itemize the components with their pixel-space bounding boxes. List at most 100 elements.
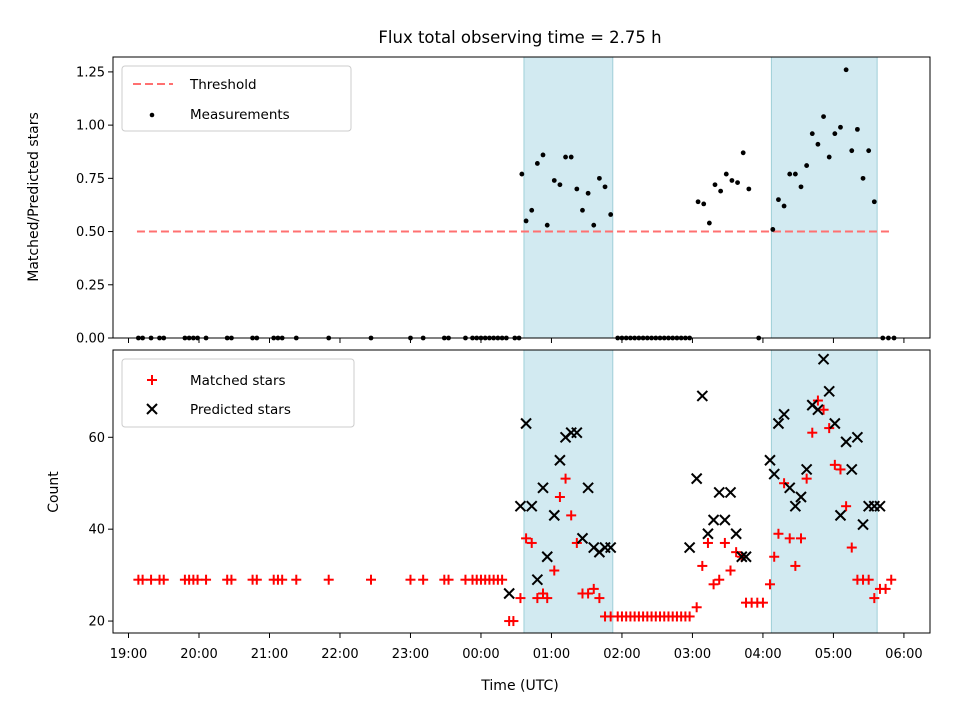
measurement-point [580,207,585,213]
matched-point [757,597,768,608]
matched-point [158,574,169,585]
bottom-legend: Matched stars Predicted stars [121,358,355,428]
bottom-x-tick-label: 22:00 [321,647,358,662]
matched-point [201,574,212,585]
measurement-point [574,186,580,192]
measurement-point [718,188,724,194]
measurement-point [568,154,574,160]
matched-point [532,593,543,604]
predicted-point [812,404,824,416]
shaded-interval [523,56,614,339]
bottom-x-tick-label: 02:00 [603,647,640,662]
top-x-ticks [128,338,905,343]
matched-point [192,574,203,585]
bottom-x-ticks: 19:00 20:00 21:00 22:00 23:00 00:00 01:00 02:00… [110,633,923,662]
predicted-point [772,417,785,430]
measurement-point [602,184,608,190]
measurement-point [706,220,712,226]
measurement-point [596,175,602,181]
matched-point [526,537,537,548]
predicted-point [823,385,835,398]
predicted-point [724,486,737,499]
predicted-point [520,417,532,430]
measurement-point [849,148,855,154]
measurement-point [798,184,804,190]
matched-point [251,574,262,585]
bottom-x-tick-label: 19:00 [110,647,147,662]
predicted-point [840,436,852,448]
bottom-x-tick-label: 00:00 [462,647,499,662]
shaded-interval [770,56,878,339]
legend-predicted-swatch [146,403,158,415]
measurement-point [740,150,746,156]
legend-matched-label: Matched stars [190,373,286,389]
predicted-point [874,500,886,512]
matched-point [697,560,708,571]
predicted-point [778,408,790,421]
bottom-x-tick-label: 23:00 [392,647,429,662]
matched-point [719,537,730,548]
measurement-point [723,171,729,177]
predicted-point [702,528,714,540]
top-y-tick-label: 1.25 [76,65,105,80]
measurement-point [735,180,740,185]
matched-point [708,579,719,590]
legend-measurements-swatch [149,112,155,118]
predicted-point [846,463,858,476]
matched-point [731,547,742,558]
matched-point [521,533,532,544]
matched-point [226,574,237,585]
measurement-point [832,131,838,137]
measurement-point [871,199,877,205]
predicted-point [531,574,544,586]
matched-point [291,574,302,585]
measurement-point [523,218,529,224]
measurement-point [608,212,614,217]
matched-point [784,533,795,544]
bottom-y-tick-label: 20 [88,615,105,630]
matched-point [779,478,790,489]
matched-point [594,593,605,604]
predicted-point [514,500,527,512]
predicted-point [582,482,594,494]
measurement-point [781,203,787,209]
measurement-point [776,197,781,203]
top-panel: 0.00 0.25 0.50 0.75 1.00 1.25 Matched/Predict… [26,56,931,347]
predicted-point [730,528,742,540]
predicted-point [537,482,549,494]
matched-point [277,574,288,585]
top-shaded-intervals [523,56,878,339]
matched-point [869,593,880,604]
matched-point [863,574,874,585]
bottom-y-ticks: 20 40 60 [88,431,113,630]
predicted-point [690,472,703,485]
legend-matched-swatch [147,375,157,385]
measurement-point [551,178,557,183]
matched-point [684,611,695,622]
measurement-point [770,227,776,232]
bottom-plot-marks [133,353,897,627]
matched-point [702,537,713,548]
bottom-panel: 20 40 60 19:00 20:00 21:00 22:00 23:00 00:00 01:… [46,349,931,694]
matched-point [714,574,725,585]
measurement-point [701,201,707,207]
bottom-x-tick-label: 06:00 [885,647,922,662]
top-y-tick-label: 0.00 [76,332,105,347]
measurement-point [804,163,810,168]
matched-point [807,427,818,438]
bottom-axes-frame [112,349,931,634]
predicted-point [834,509,847,522]
measurement-point [712,182,718,188]
matched-point [566,510,577,521]
predicted-point [719,514,731,526]
matched-point [560,473,571,484]
measurement-point [866,148,872,154]
measurement-point [519,171,525,177]
measurement-point [746,186,752,192]
predicted-point [795,491,807,503]
top-y-tick-label: 0.75 [76,172,105,187]
matched-point [824,423,835,434]
chart-title: Flux total observing time = 2.75 h [378,28,661,47]
matched-point [583,588,594,599]
measurement-point [854,126,860,132]
